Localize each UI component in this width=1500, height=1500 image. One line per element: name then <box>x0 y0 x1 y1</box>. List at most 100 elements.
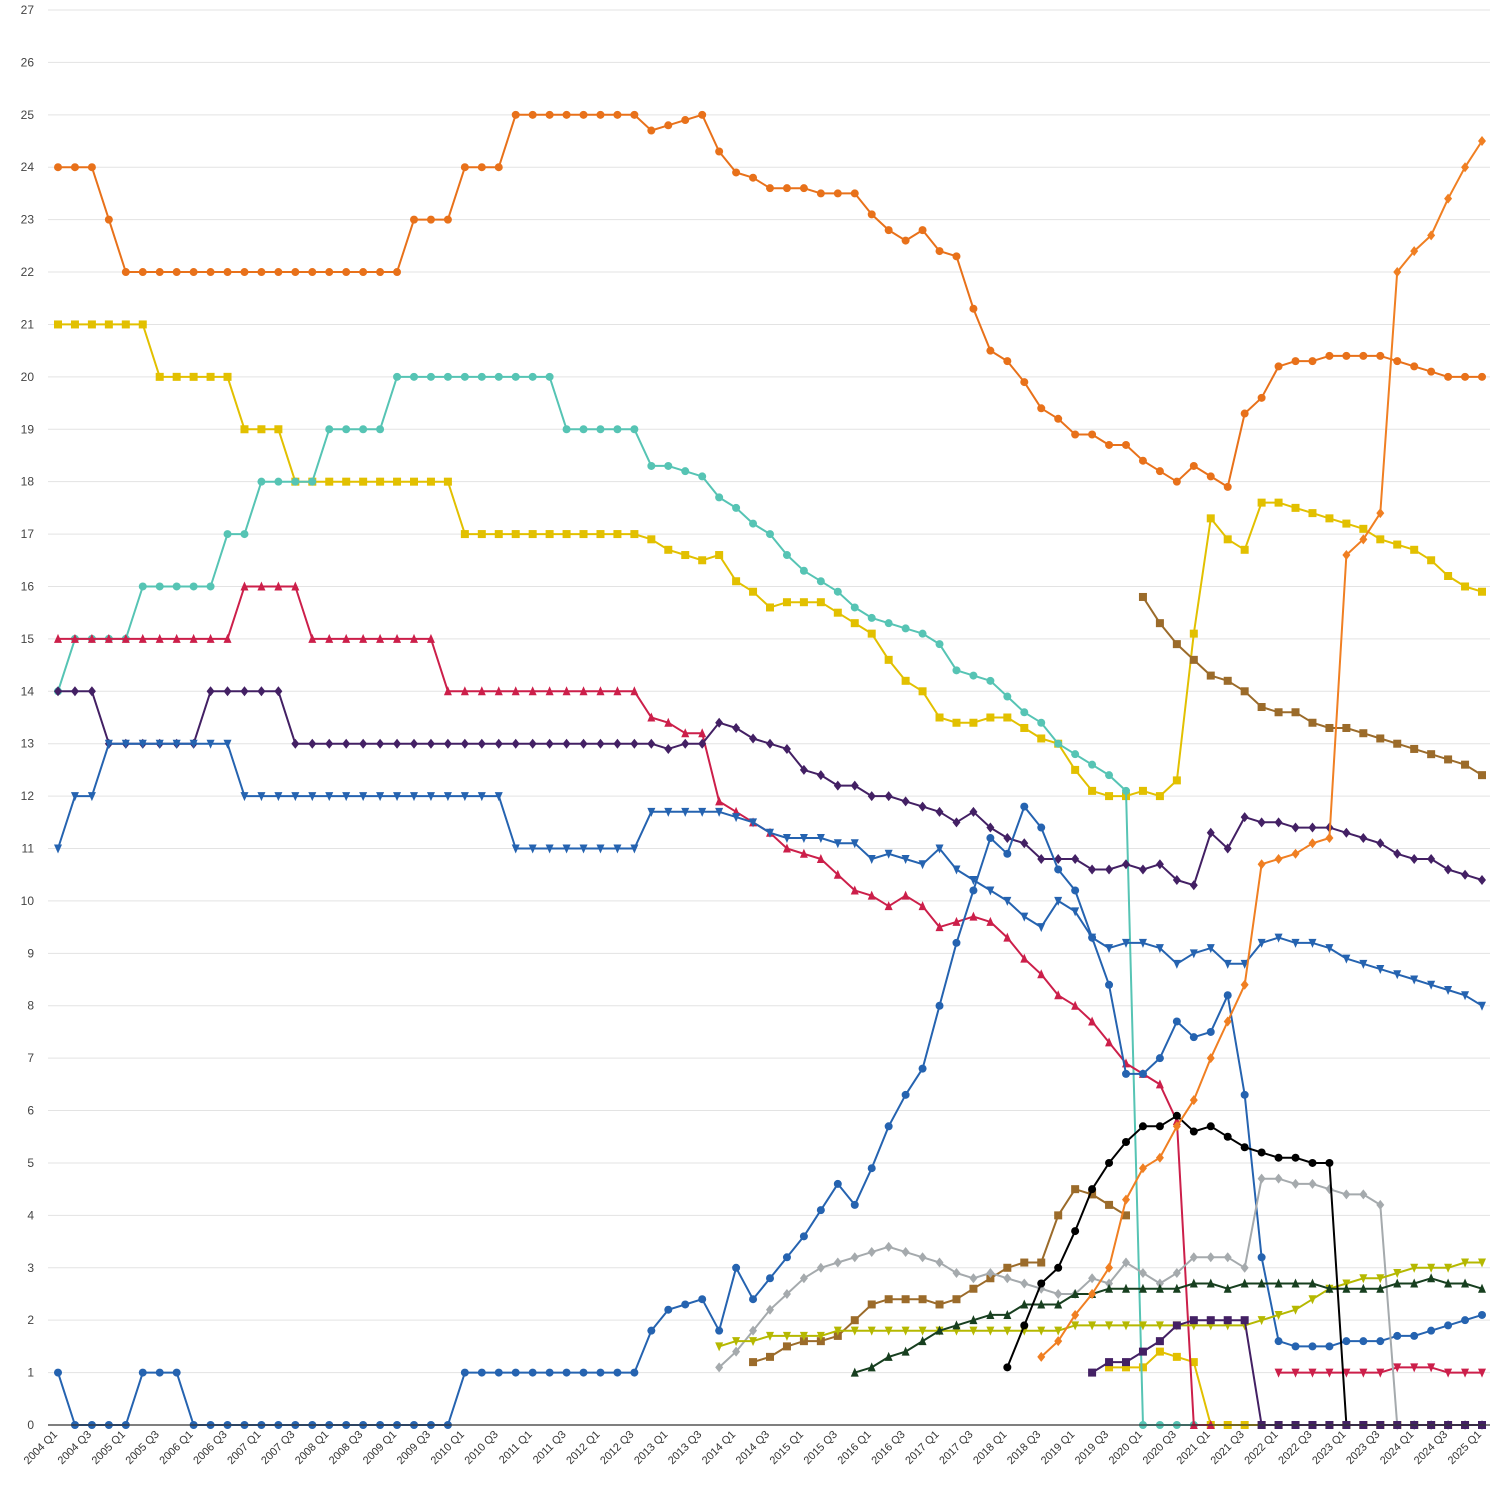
data-point <box>410 738 418 749</box>
data-point <box>850 780 859 791</box>
data-point <box>952 1268 961 1279</box>
x-tick-label: 2007 Q3 <box>259 1429 297 1467</box>
data-point <box>681 551 690 560</box>
data-point <box>833 869 842 879</box>
data-point <box>1308 718 1317 727</box>
data-point <box>969 1284 978 1293</box>
data-point <box>1393 848 1402 859</box>
data-point <box>1308 938 1317 948</box>
data-point <box>1003 1309 1012 1319</box>
data-point <box>579 686 588 696</box>
data-point <box>1257 1173 1266 1184</box>
data-point <box>1105 944 1114 954</box>
data-point <box>867 890 876 900</box>
data-point <box>528 530 537 539</box>
data-point <box>799 848 808 858</box>
data-point <box>884 1351 893 1361</box>
data-point <box>1105 1200 1114 1209</box>
data-point <box>799 1273 808 1284</box>
data-point <box>1003 1326 1012 1336</box>
data-point <box>426 215 435 224</box>
data-point <box>1427 750 1436 759</box>
data-point <box>477 792 486 802</box>
data-point <box>782 184 791 193</box>
data-point <box>1155 1321 1164 1331</box>
data-point <box>376 425 385 434</box>
data-point <box>766 1331 774 1341</box>
data-point <box>1172 1321 1181 1330</box>
data-point <box>1003 896 1012 906</box>
data-point <box>952 916 961 926</box>
data-point <box>1122 1257 1130 1268</box>
gridlines <box>48 9 1490 1426</box>
data-point <box>528 844 537 854</box>
data-point <box>1359 833 1368 844</box>
data-point <box>1122 1283 1130 1293</box>
data-point <box>104 215 113 224</box>
data-point <box>1325 1283 1334 1293</box>
data-point <box>816 834 825 844</box>
data-point <box>1071 1227 1080 1236</box>
data-point <box>732 577 741 586</box>
data-point <box>1240 979 1249 990</box>
data-point <box>410 477 418 486</box>
x-tick-label: 2017 Q3 <box>937 1429 975 1467</box>
y-tick-label: 7 <box>27 1051 34 1065</box>
data-point <box>172 1368 181 1377</box>
data-point <box>1020 723 1029 732</box>
data-point <box>1274 1310 1283 1320</box>
data-point <box>1223 959 1232 969</box>
data-point <box>138 268 147 277</box>
data-point <box>1257 1278 1266 1288</box>
data-point <box>1206 472 1215 481</box>
series-7 <box>54 739 1486 1011</box>
data-point <box>1054 1299 1063 1309</box>
data-point <box>460 738 469 749</box>
data-point <box>1155 467 1164 476</box>
data-point <box>460 372 469 381</box>
data-point <box>715 1342 724 1352</box>
data-point <box>647 461 656 470</box>
series-6 <box>54 686 1486 891</box>
data-point <box>901 855 910 864</box>
data-point <box>1138 592 1147 601</box>
data-point <box>1071 750 1080 759</box>
data-point <box>952 666 961 675</box>
data-point <box>630 110 639 119</box>
series-2 <box>1105 1347 1486 1429</box>
data-point <box>799 1331 808 1341</box>
data-point <box>54 633 62 643</box>
data-point <box>1257 393 1266 402</box>
data-point <box>1155 792 1164 801</box>
data-point <box>545 1368 554 1377</box>
data-point <box>884 849 893 859</box>
data-point <box>1308 1342 1317 1351</box>
data-point <box>1376 1283 1385 1293</box>
x-tick-label: 2013 Q3 <box>666 1429 704 1467</box>
data-point <box>918 629 927 638</box>
x-tick-label: 2019 Q1 <box>1039 1429 1077 1467</box>
data-point <box>1003 713 1012 722</box>
data-point <box>70 792 79 802</box>
data-point <box>918 226 927 235</box>
data-point <box>1037 969 1046 979</box>
data-point <box>1155 859 1164 870</box>
data-point <box>1410 362 1419 371</box>
data-point <box>833 587 842 596</box>
data-point <box>1308 838 1317 849</box>
data-point <box>257 425 266 434</box>
data-point <box>172 739 181 749</box>
data-point <box>1325 723 1334 732</box>
data-point <box>1054 865 1063 874</box>
data-point <box>867 613 876 622</box>
data-point <box>833 839 842 849</box>
series-10 <box>1138 592 1486 780</box>
data-point <box>1478 771 1486 780</box>
data-point <box>647 738 656 749</box>
data-point <box>1274 1368 1283 1378</box>
x-tick-label: 2009 Q3 <box>395 1429 433 1467</box>
data-point <box>410 633 418 643</box>
data-point <box>1054 1211 1063 1220</box>
data-point <box>867 1362 876 1372</box>
data-point <box>1189 880 1198 891</box>
